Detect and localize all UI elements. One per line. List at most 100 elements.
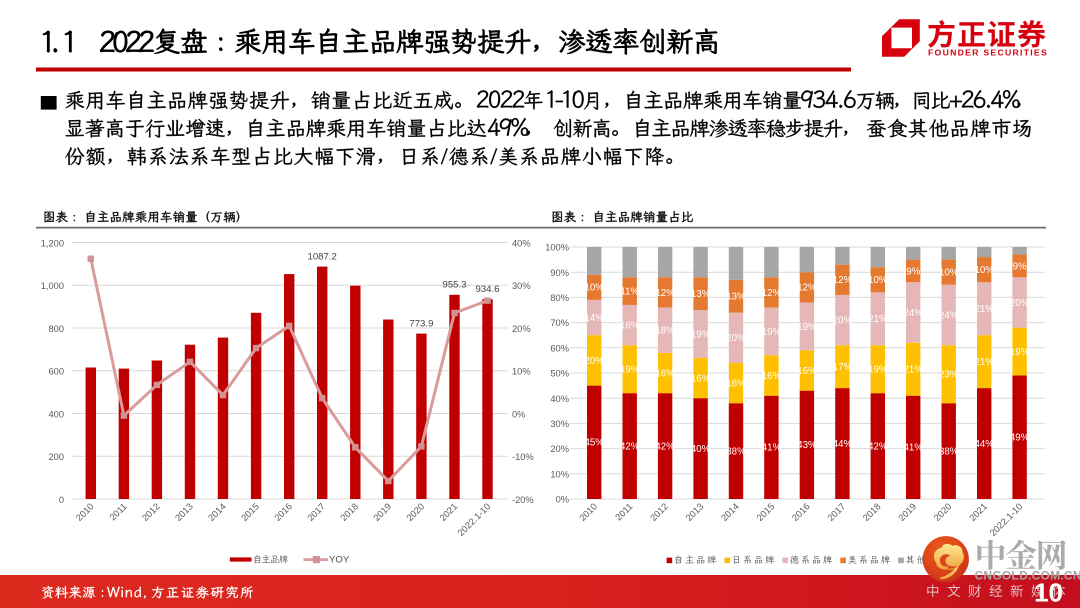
svg-text:50%: 50%	[550, 369, 569, 379]
svg-text:16%: 16%	[620, 321, 640, 332]
svg-text:42%: 42%	[868, 442, 888, 453]
svg-text:2022.1-10: 2022.1-10	[456, 501, 493, 538]
svg-text:21%: 21%	[975, 357, 995, 368]
svg-text:12%: 12%	[833, 275, 853, 286]
svg-text:16%: 16%	[655, 368, 675, 379]
svg-text:400: 400	[48, 409, 64, 419]
svg-text:13%: 13%	[726, 292, 746, 303]
svg-text:2015: 2015	[239, 501, 261, 523]
svg-text:12%: 12%	[797, 283, 817, 294]
svg-text:30%: 30%	[550, 419, 569, 429]
svg-text:16%: 16%	[762, 371, 782, 382]
svg-text:9%: 9%	[906, 266, 920, 277]
svg-text:1,000: 1,000	[41, 281, 64, 291]
svg-text:20%: 20%	[585, 356, 605, 367]
svg-text:2010: 2010	[74, 501, 96, 523]
svg-text:42%: 42%	[620, 442, 640, 453]
svg-text:200: 200	[48, 452, 64, 462]
svg-text:2019: 2019	[897, 501, 919, 523]
svg-text:10: 10	[1034, 578, 1063, 608]
svg-text:100%: 100%	[545, 243, 569, 253]
svg-text:19%: 19%	[1010, 347, 1030, 358]
svg-text:10%: 10%	[975, 265, 995, 276]
svg-text:955.3: 955.3	[442, 280, 466, 291]
svg-text:2015: 2015	[755, 501, 777, 523]
svg-text:10%: 10%	[512, 367, 531, 377]
svg-text:2018: 2018	[339, 501, 361, 523]
svg-text:CNGOLD.COM.CN: CNGOLD.COM.CN	[975, 569, 1080, 583]
svg-text:44%: 44%	[975, 439, 995, 450]
svg-text:773.9: 773.9	[409, 318, 433, 329]
svg-text:2022.1-10: 2022.1-10	[988, 501, 1025, 538]
svg-text:2012: 2012	[648, 501, 670, 523]
svg-text:2016: 2016	[272, 501, 294, 523]
svg-text:41%: 41%	[904, 443, 924, 454]
svg-text:38%: 38%	[726, 447, 746, 458]
svg-text:23%: 23%	[939, 370, 959, 381]
svg-text:42%: 42%	[655, 442, 675, 453]
svg-text:60%: 60%	[550, 343, 569, 353]
svg-text:90%: 90%	[550, 268, 569, 278]
svg-text:13%: 13%	[691, 289, 711, 300]
svg-text:2020: 2020	[932, 501, 954, 523]
svg-text:2014: 2014	[719, 501, 741, 523]
svg-text:44%: 44%	[833, 439, 853, 450]
svg-text:20%: 20%	[550, 444, 569, 454]
svg-text:19%: 19%	[868, 365, 888, 376]
svg-text:38%: 38%	[939, 447, 959, 458]
svg-text:-10%: -10%	[512, 452, 534, 462]
svg-text:18%: 18%	[655, 326, 675, 337]
svg-text:2021: 2021	[438, 501, 460, 523]
svg-text:24%: 24%	[939, 310, 959, 321]
svg-text:19%: 19%	[797, 322, 817, 333]
svg-text:24%: 24%	[904, 308, 924, 319]
svg-text:80%: 80%	[550, 293, 569, 303]
svg-text:2013: 2013	[684, 501, 706, 523]
svg-text:21%: 21%	[868, 314, 888, 325]
svg-text:0%: 0%	[556, 495, 569, 505]
svg-text:2011: 2011	[108, 501, 129, 522]
svg-text:20%: 20%	[833, 316, 853, 327]
svg-text:21%: 21%	[975, 304, 995, 315]
svg-text:2016: 2016	[790, 501, 812, 523]
svg-text:41%: 41%	[762, 443, 782, 454]
svg-text:9%: 9%	[1013, 261, 1027, 272]
svg-text:2012: 2012	[140, 501, 162, 523]
svg-text:FOUNDER SECURITIES: FOUNDER SECURITIES	[928, 48, 1048, 58]
svg-text:2021: 2021	[967, 501, 989, 523]
svg-text:40%: 40%	[550, 394, 569, 404]
svg-text:2017: 2017	[305, 501, 327, 523]
svg-text:2010: 2010	[577, 501, 599, 523]
svg-text:1087.2: 1087.2	[308, 251, 337, 262]
svg-text:1,200: 1,200	[41, 238, 64, 248]
svg-text:-20%: -20%	[512, 495, 534, 505]
svg-text:19%: 19%	[762, 327, 782, 338]
svg-text:12%: 12%	[762, 288, 782, 299]
svg-text:11%: 11%	[620, 287, 639, 298]
svg-text:2011: 2011	[613, 501, 634, 522]
svg-text:43%: 43%	[797, 440, 817, 451]
svg-text:40%: 40%	[691, 444, 711, 455]
svg-text:10%: 10%	[550, 469, 569, 479]
svg-text:49%: 49%	[1010, 433, 1030, 444]
svg-text:45%: 45%	[585, 438, 605, 449]
svg-text:12%: 12%	[655, 288, 675, 299]
svg-text:YOY: YOY	[329, 555, 350, 566]
svg-text:0%: 0%	[512, 409, 525, 419]
svg-text:2013: 2013	[173, 501, 195, 523]
svg-text:14%: 14%	[585, 313, 605, 324]
svg-text:0: 0	[59, 495, 64, 505]
svg-text:20%: 20%	[1010, 298, 1030, 309]
svg-text:2019: 2019	[372, 501, 394, 523]
svg-text:10%: 10%	[585, 283, 605, 294]
svg-text:16%: 16%	[691, 373, 711, 384]
svg-text:2018: 2018	[861, 501, 883, 523]
svg-text:19%: 19%	[620, 365, 640, 376]
svg-text:16%: 16%	[797, 366, 817, 377]
svg-text:2014: 2014	[206, 501, 228, 523]
svg-text:600: 600	[48, 367, 64, 377]
svg-text:16%: 16%	[726, 379, 746, 390]
svg-text:2020: 2020	[405, 501, 427, 523]
svg-text:10%: 10%	[868, 275, 888, 286]
svg-text:10%: 10%	[939, 268, 959, 279]
